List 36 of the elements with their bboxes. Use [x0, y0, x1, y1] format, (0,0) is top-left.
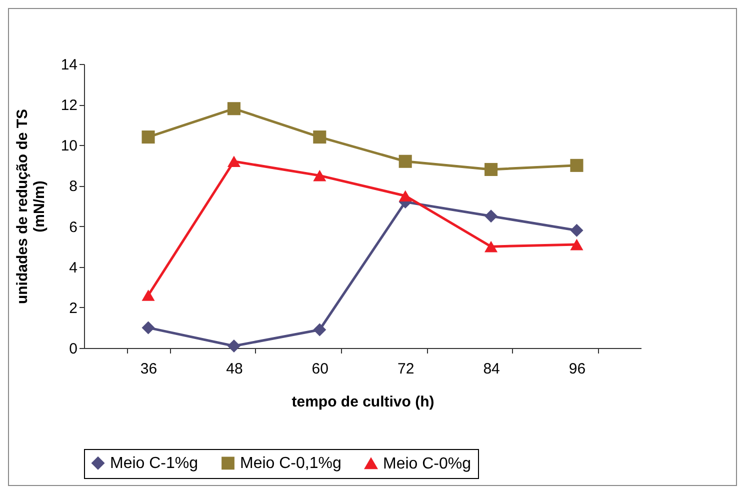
y-axis-title: unidades de redução de TS (mN/m) [14, 108, 48, 304]
point [227, 156, 240, 168]
x-tick-label: 60 [312, 360, 328, 378]
point [313, 323, 326, 336]
point [484, 210, 498, 223]
x-tick-label: 72 [398, 360, 414, 378]
point [227, 102, 240, 116]
y-tick-label: 12 [60, 97, 78, 114]
point [484, 162, 498, 176]
point [570, 238, 584, 250]
y-tick-label: 10 [60, 138, 78, 155]
legend-label: Meio C-0,1%g [240, 455, 342, 472]
point [484, 240, 498, 252]
y-tick-label: 0 [69, 340, 78, 358]
y-tick-label: 4 [69, 259, 78, 276]
x-tick-label: 96 [568, 360, 586, 378]
legend-label: Meio C-0%g [383, 456, 472, 472]
point [313, 130, 326, 144]
y-tick-label: 8 [69, 178, 78, 196]
y-tick-label: 14 [60, 56, 78, 74]
y-tick-label: 6 [69, 218, 78, 236]
legend-label: Meio C-1%g [110, 455, 198, 472]
x-tick-label: 84 [483, 360, 500, 378]
point [570, 158, 584, 172]
point [313, 170, 326, 182]
y-tick-label: 2 [69, 300, 78, 317]
point [142, 321, 155, 334]
point [142, 290, 155, 301]
point [398, 154, 412, 168]
x-tick-label: 48 [226, 360, 243, 378]
x-axis-title: tempo de cultivo (h) [292, 394, 434, 410]
point [570, 224, 584, 237]
point [398, 190, 412, 202]
point [142, 130, 155, 144]
x-tick-label: 36 [140, 360, 158, 378]
point [227, 339, 240, 352]
